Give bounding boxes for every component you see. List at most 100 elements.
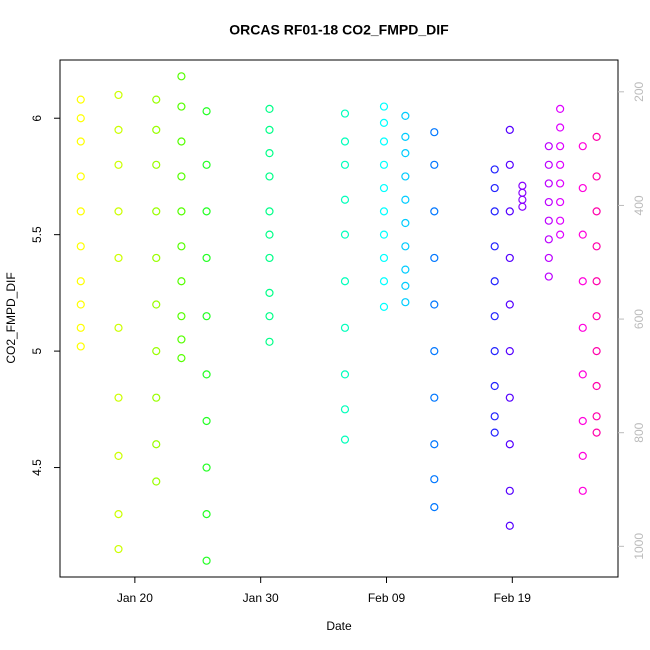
y-tick-label: 5 [30,347,44,354]
point [401,172,410,181]
point [401,218,410,228]
point [430,475,439,484]
point [114,207,123,216]
point [114,90,123,100]
point [152,393,161,402]
point [592,207,601,216]
point [379,118,389,127]
point [76,342,85,351]
point [340,137,350,146]
point [544,160,553,169]
point [430,207,439,216]
point [490,428,499,437]
point [401,298,410,307]
point [202,107,211,116]
point [578,486,587,495]
point [544,216,553,225]
point [152,207,161,216]
point [518,181,527,190]
point [379,137,389,146]
point [340,230,350,239]
point [578,277,587,286]
point [340,160,350,169]
point [114,323,123,332]
point [114,544,123,554]
x-axis-label: Date [326,619,352,633]
point [76,277,85,286]
point [505,207,514,216]
point [202,253,211,263]
y2-tick-label: 1000 [632,533,646,560]
point [505,160,514,169]
point [202,160,211,169]
point [592,381,601,391]
point [490,165,499,174]
point [152,95,161,104]
x-tick-label: Feb 09 [368,591,406,605]
point [401,111,410,120]
point [114,253,123,263]
y2-tick-label: 400 [632,195,646,215]
point [505,521,514,530]
point [490,242,499,251]
point [592,132,601,141]
point [202,207,211,216]
y-tick-label: 4.5 [30,459,44,476]
point [556,230,565,239]
point [490,347,499,356]
point [490,381,499,391]
point [265,104,274,114]
point [518,188,527,197]
point [340,277,350,286]
point [340,405,350,414]
point [379,230,389,239]
point [430,347,439,356]
point [592,242,601,251]
point [592,428,601,437]
point [202,556,211,565]
point [505,300,514,309]
point [202,463,211,472]
point [505,393,514,402]
point [401,132,410,141]
point [265,149,274,158]
point [379,277,389,286]
point [202,370,211,379]
point [114,451,123,461]
point [114,125,123,134]
point [177,207,186,216]
y2-tick-label: 600 [632,309,646,329]
point [505,125,514,134]
point [592,312,601,321]
point [177,353,186,363]
x-tick-label: Jan 20 [117,591,153,605]
point [505,347,514,356]
point [401,242,410,251]
point [505,253,514,263]
point [340,435,350,444]
point [177,335,186,344]
point [76,172,85,181]
point [401,149,410,158]
point [490,183,499,193]
point [544,142,553,151]
point [556,216,565,225]
point [152,125,161,134]
chart-title: ORCAS RF01-18 CO2_FMPD_DIF [229,22,449,38]
point [430,253,439,263]
point [152,253,161,263]
point [578,370,587,379]
point [265,253,274,263]
point [556,160,565,169]
point [544,235,553,244]
point [265,337,274,346]
point [152,300,161,309]
point [76,114,85,123]
point [177,137,186,146]
point [152,347,161,356]
point [578,323,587,332]
point [592,277,601,286]
y-tick-label: 5.5 [30,226,44,243]
point [114,160,123,169]
point [152,440,161,449]
